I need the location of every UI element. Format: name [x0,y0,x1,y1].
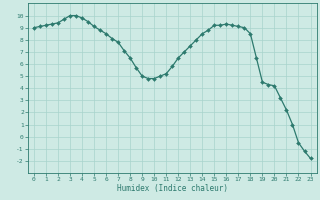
X-axis label: Humidex (Indice chaleur): Humidex (Indice chaleur) [117,184,228,193]
